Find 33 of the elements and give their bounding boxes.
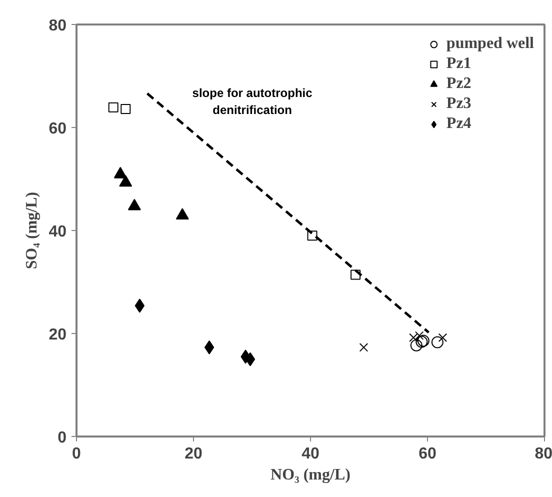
point (410, 339, 422, 352)
y-axis-title: SO₄ (mg/L) (24, 192, 41, 270)
series-label: slope for autotrophic denitrification (192, 86, 313, 117)
y-tick-label: 80 (48, 18, 67, 34)
point (176, 208, 189, 220)
point (134, 298, 145, 313)
point (204, 340, 214, 354)
legend-label: pumped well (446, 35, 534, 53)
point (119, 175, 132, 187)
y-tick-label: 20 (48, 326, 67, 344)
x-tick-label: 80 (534, 446, 552, 462)
point (307, 230, 318, 241)
legend-label: Pz1 (446, 55, 472, 73)
x-tick-label: 0 (72, 446, 82, 462)
legend-label: Pz3 (446, 95, 472, 113)
point (431, 336, 444, 348)
legend-label: Pz4 (446, 115, 472, 133)
x-axis-title: NO₃ (mg/L) (270, 466, 350, 484)
point (108, 102, 118, 112)
y-tick-label: 40 (48, 224, 67, 240)
point (245, 352, 256, 366)
y-tick-label: 60 (48, 120, 67, 138)
point (114, 166, 127, 178)
point (128, 198, 141, 210)
x-tick-label: 20 (184, 446, 202, 462)
legend-label: Pz2 (446, 75, 472, 93)
point (359, 343, 368, 352)
point (350, 270, 361, 280)
point (120, 104, 131, 114)
x-tick-label: 60 (418, 446, 436, 462)
y-tick-label: 0 (58, 430, 67, 446)
x-tick-label: 40 (302, 446, 320, 462)
point (438, 333, 448, 342)
